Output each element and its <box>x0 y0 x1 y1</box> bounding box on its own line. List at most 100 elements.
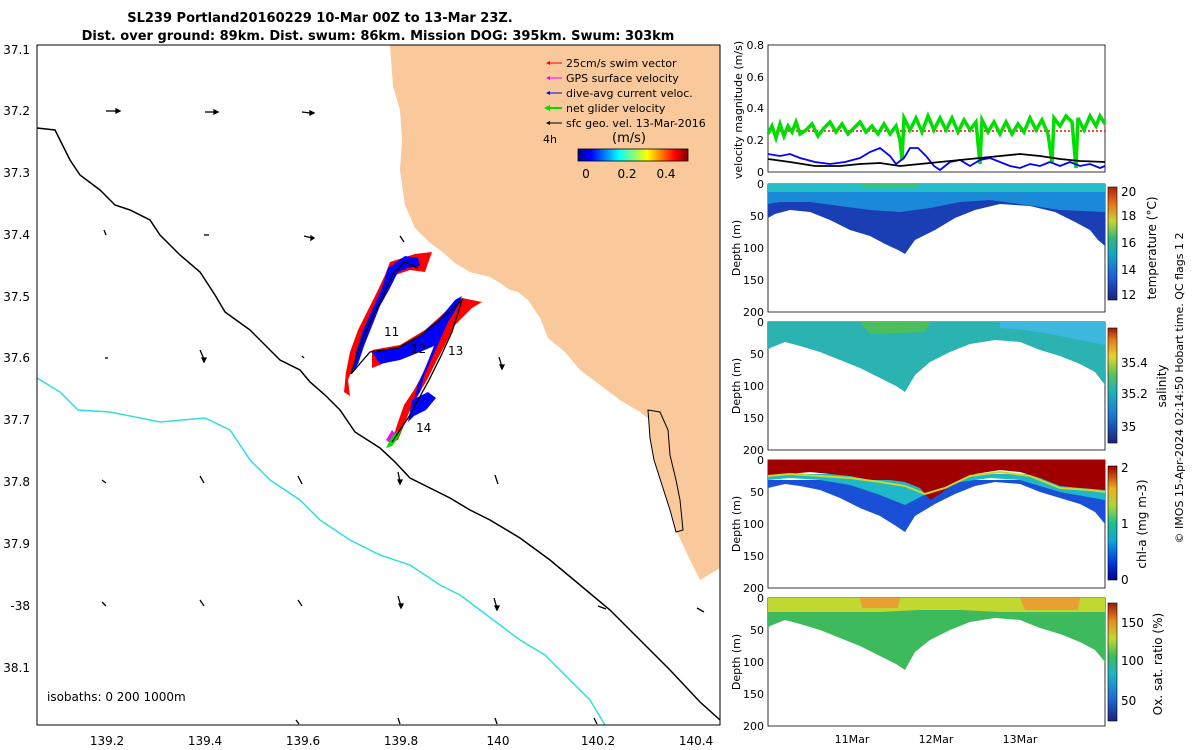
lon-tick: 139.4 <box>188 734 222 748</box>
legend-dive-avg: dive-avg current veloc. <box>566 87 693 100</box>
depth-tick: 150 <box>743 688 764 701</box>
geo-arrow <box>101 601 107 607</box>
depth-tick: 200 <box>743 444 764 457</box>
time-tick: 12Mar <box>919 733 954 746</box>
longitude-ticks: 139.2 139.4 139.6 139.8 140 140.2 140.4 <box>90 734 713 748</box>
depth-tick: 50 <box>750 348 764 361</box>
latitude-ticks: 37.1 37.2 37.3 37.4 37.5 37.6 37.7 37.8 … <box>3 43 30 675</box>
gps-velocity <box>386 430 396 443</box>
temp-ctick: 12 <box>1121 288 1136 302</box>
vel-tick: 0.4 <box>747 102 765 115</box>
lat-tick: 37.5 <box>3 290 30 304</box>
day-label-14: 14 <box>416 421 431 435</box>
depth-tick: 100 <box>743 380 764 393</box>
depth-tick: 0 <box>757 592 764 605</box>
chl-ylabel: Depth (m) <box>730 496 743 552</box>
temperature-colorbar-label: temperature (°C) <box>1145 197 1159 300</box>
isobath-1000m <box>37 377 606 725</box>
geo-arrow <box>199 475 205 484</box>
series-net-velocity <box>766 111 1107 169</box>
vel-tick: 0.6 <box>747 71 765 84</box>
ox-field-peak <box>860 598 1080 610</box>
title-line-1: SL239 Portland20160229 10-Mar 00Z to 13-… <box>127 11 513 26</box>
salinity-panel: 0 50 100 150 200 Depth (m) 35.4 35.2 35 … <box>730 316 1169 457</box>
lat-tick: 37.8 <box>3 475 30 489</box>
isobaths-label: isobaths: 0 200 1000m <box>47 690 186 704</box>
temp-ctick: 14 <box>1121 263 1136 277</box>
depth-tick: 0 <box>757 178 764 191</box>
geo-arrow <box>494 474 499 485</box>
depth-tick: 200 <box>743 720 764 733</box>
vel-tick: 0.2 <box>747 134 765 147</box>
speed-tick-0.2: 0.2 <box>617 167 636 181</box>
lon-tick: 139.8 <box>384 734 418 748</box>
ox-field-high <box>768 598 1105 612</box>
ox-yticks: 0 50 100 150 200 <box>743 592 764 733</box>
temperature-ylabel: Depth (m) <box>730 220 743 276</box>
oxygen-panel: 0 50 100 150 200 Depth (m) 150 100 50 Ox… <box>730 592 1165 746</box>
salinity-field-low <box>1000 322 1105 345</box>
salinity-cticks: 35.4 35.2 35 <box>1121 356 1148 434</box>
chl-field-edge <box>767 470 1106 496</box>
temperature-panel: 0 50 100 150 200 Depth (m) 20 18 16 14 1… <box>730 178 1159 319</box>
chl-ctick: 2 <box>1121 461 1129 475</box>
depth-tick: 200 <box>743 306 764 319</box>
island <box>647 409 684 533</box>
geo-arrow <box>301 355 305 359</box>
geo-arrow <box>494 717 498 725</box>
land-mass <box>390 45 720 580</box>
temperature-field-surface <box>768 184 1105 192</box>
geo-arrow <box>597 605 607 610</box>
lon-tick: 140.2 <box>581 734 615 748</box>
geo-arrow <box>301 109 316 117</box>
chl-field-high <box>768 460 1105 500</box>
lat-tick: 37.1 <box>3 43 30 57</box>
vel-tick: 0 <box>757 166 764 179</box>
title-line-2: Dist. over ground: 89km. Dist. swum: 86k… <box>82 29 675 44</box>
depth-tick: 50 <box>750 624 764 637</box>
ox-ylabel: Depth (m) <box>730 634 743 690</box>
geo-arrow <box>593 717 598 725</box>
depth-tick: 150 <box>743 550 764 563</box>
depth-tick: 0 <box>757 454 764 467</box>
time-tick: 11Mar <box>835 733 870 746</box>
colorbar-unit: (m/s) <box>612 131 646 146</box>
geo-arrow <box>397 717 401 725</box>
salinity-field-high <box>860 322 930 334</box>
lat-tick: 37.6 <box>3 351 30 365</box>
geo-arrow <box>199 599 205 607</box>
series-current <box>767 146 1106 172</box>
depth-tick: 0 <box>757 316 764 329</box>
geo-arrow <box>205 108 220 116</box>
temperature-field-top <box>860 184 920 188</box>
velocity-axes <box>767 44 1106 173</box>
isobath-200m <box>37 127 720 721</box>
lat-tick: -38 <box>10 599 30 613</box>
geo-arrow <box>297 599 303 607</box>
time-xticks: 11Mar 12Mar 13Mar <box>835 733 1038 746</box>
temperature-field-deep <box>768 200 1105 254</box>
temperature-cticks: 20 18 16 14 12 <box>1121 185 1136 302</box>
geo-arrow <box>106 107 122 115</box>
geo-arrow <box>295 719 300 725</box>
map-panel: 11 12 13 14 25cm/s swim vector GPS surfa… <box>3 43 721 748</box>
depth-tick: 150 <box>743 274 764 287</box>
vel-tick: 0.8 <box>747 39 765 52</box>
sal-ctick: 35.4 <box>1121 356 1148 370</box>
legend-gps-velocity: GPS surface velocity <box>566 72 679 85</box>
legend-swim-vector: 25cm/s swim vector <box>566 57 677 70</box>
geo-arrow <box>396 471 404 486</box>
temp-ctick: 20 <box>1121 185 1136 199</box>
lat-tick: 38.1 <box>3 661 30 675</box>
glider-path <box>350 261 464 443</box>
ox-field-mid <box>768 598 1105 670</box>
lon-tick: 140.4 <box>679 734 713 748</box>
salinity-field <box>768 322 1105 392</box>
temperature-colorbar <box>1107 186 1118 301</box>
time-tick: 13Mar <box>1003 733 1038 746</box>
chl-cticks: 2 1 0 <box>1121 461 1129 587</box>
chl-colorbar-label: chl-a (mg m-3) <box>1135 479 1149 568</box>
ox-ctick: 100 <box>1121 654 1144 668</box>
ox-cticks: 150 100 50 <box>1121 616 1144 708</box>
